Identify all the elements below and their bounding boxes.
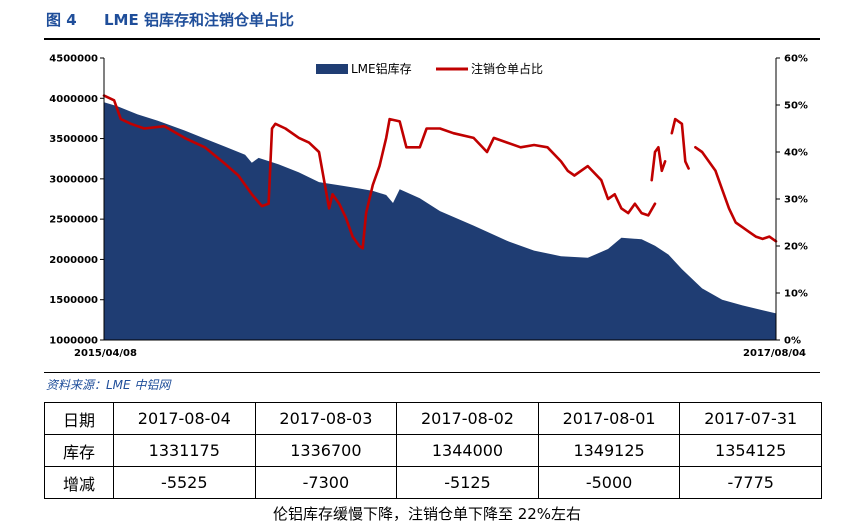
lme-aluminum-chart: 4500000 4000000 3500000 3000000 2500000 20000…	[49, 54, 808, 360]
table-cell: 1349125	[537, 434, 681, 467]
table-row: 库存 1331175 1336700 1344000 1349125 13541…	[44, 434, 822, 467]
figure-number: 图 4	[46, 11, 77, 29]
right-tick-label: 60%	[784, 54, 808, 65]
left-tick-label: 4000000	[49, 94, 98, 105]
right-tick-label: 50%	[784, 101, 808, 112]
cancelled-warrant-line-segment-3	[694, 146, 778, 243]
legend-label-inventory: LME铝库存	[351, 61, 412, 76]
left-tick-label: 4500000	[49, 54, 98, 65]
figure-caption: 伦铝库存缓慢下降，注销仓单下降至 22%左右	[272, 505, 582, 523]
left-tick-label: 2500000	[49, 215, 98, 226]
right-tick-label: 30%	[784, 195, 808, 206]
figure-title-text: LME 铝库存和注销仓单占比	[104, 11, 294, 29]
left-tick-label: 1500000	[49, 295, 98, 306]
cancelled-warrant-line-segment-0	[102, 94, 657, 250]
cancelled-warrant-line-segment-2	[670, 117, 690, 170]
table-row: 日期 2017-08-04 2017-08-03 2017-08-02 2017…	[44, 402, 822, 435]
inventory-area	[104, 102, 776, 340]
table-cell: 1331175	[113, 434, 256, 467]
right-tick-label: 10%	[784, 289, 808, 300]
right-tick-label: 20%	[784, 242, 808, 253]
table-cell: -7775	[679, 466, 822, 499]
cancelled-warrant-line-segment-1	[650, 146, 667, 182]
table-cell: -5000	[537, 466, 681, 499]
left-tick-label: 2000000	[49, 255, 98, 266]
bottom-rule	[44, 372, 820, 373]
table-cell: 1336700	[254, 434, 398, 467]
table-cell: 增减	[44, 466, 114, 499]
left-tick-label: 3000000	[49, 174, 98, 185]
table-cell: -5525	[113, 466, 256, 499]
table-cell: 2017-08-03	[254, 402, 398, 435]
table-cell: 2017-08-01	[537, 402, 681, 435]
source-note: 资料来源：LME 中铝网	[46, 378, 171, 392]
table-cell: -7300	[254, 466, 398, 499]
table-cell: 2017-08-02	[396, 402, 539, 435]
inventory-table: 日期 2017-08-04 2017-08-03 2017-08-02 2017…	[44, 402, 822, 499]
table-cell: 1344000	[396, 434, 539, 467]
table-cell: -5125	[396, 466, 539, 499]
table-cell: 2017-08-04	[113, 402, 256, 435]
table-cell: 1354125	[679, 434, 822, 467]
right-tick-label: 40%	[784, 148, 808, 159]
figure-title: 图 4 LME 铝库存和注销仓单占比	[46, 8, 294, 32]
table-row: 增减 -5525 -7300 -5125 -5000 -7775	[44, 466, 822, 499]
right-tick-label: 0%	[784, 336, 801, 347]
legend-label-warrant: 注销仓单占比	[471, 61, 543, 76]
x-end-label: 2017/08/04	[743, 348, 806, 359]
table-cell: 日期	[44, 402, 114, 435]
left-tick-label: 3500000	[49, 134, 98, 145]
table-cell: 2017-07-31	[679, 402, 822, 435]
left-tick-label: 1000000	[49, 336, 98, 347]
x-start-label: 2015/04/08	[74, 348, 137, 359]
legend-swatch-inventory	[316, 64, 348, 74]
top-rule	[44, 38, 820, 40]
table-cell: 库存	[44, 434, 114, 467]
